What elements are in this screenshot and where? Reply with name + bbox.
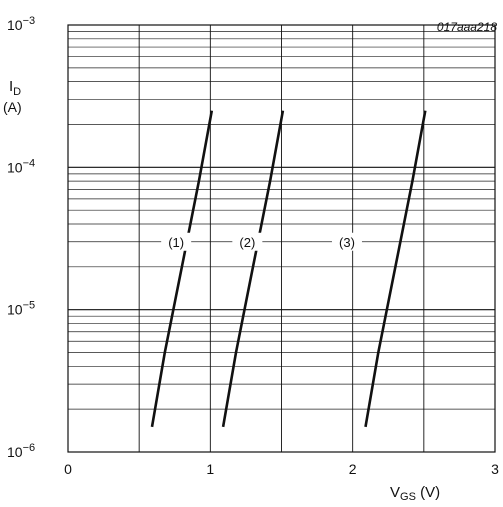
- y-tick-exponent: −4: [23, 157, 36, 169]
- y-tick-label: 10−5: [7, 300, 35, 318]
- plot-frame: [67, 24, 496, 453]
- x-axis-label: VGS (V): [390, 484, 440, 503]
- x-tick-label: 3: [491, 461, 499, 477]
- x-axis-subscript: GS: [400, 491, 416, 503]
- x-axis-symbol: V: [390, 484, 400, 501]
- y-axis-symbol: I: [9, 78, 13, 95]
- x-tick-label: 1: [206, 461, 214, 477]
- series-label-background: [232, 232, 263, 251]
- series-label: (1): [168, 235, 184, 250]
- y-tick-base: 10: [7, 444, 23, 460]
- series-line: [221, 110, 285, 428]
- y-tick-exponent: −3: [23, 15, 36, 27]
- x-tick-label: 2: [349, 461, 357, 477]
- y-axis-unit: (A): [3, 99, 22, 115]
- y-axis-label: ID: [9, 78, 21, 98]
- y-tick-base: 10: [7, 159, 23, 175]
- y-tick-label: 10−6: [7, 442, 35, 460]
- y-tick-label: 10−4: [7, 157, 35, 175]
- x-tick-label: 0: [64, 461, 72, 477]
- series-line: [364, 110, 427, 428]
- y-tick-base: 10: [7, 302, 23, 318]
- figure-id: 017aaa218: [437, 20, 497, 34]
- series-group: (1) (2) (3): [150, 110, 427, 428]
- y-tick-base: 10: [7, 17, 23, 33]
- y-axis-subscript: D: [13, 86, 21, 98]
- x-tick-labels: 0 1 2 3: [64, 461, 499, 477]
- series-line: [150, 110, 214, 428]
- series-label: (2): [239, 235, 255, 250]
- series-label: (3): [339, 235, 355, 250]
- y-tick-exponent: −6: [23, 442, 36, 454]
- chart-grid: [67, 24, 496, 453]
- y-tick-label: 10−3: [7, 15, 35, 33]
- series-label-background: [331, 232, 362, 251]
- x-axis-unit: (V): [416, 484, 440, 501]
- y-tick-exponent: −5: [23, 300, 36, 312]
- series-label-background: [161, 232, 192, 251]
- y-tick-labels: 10−610−510−410−3: [7, 15, 35, 460]
